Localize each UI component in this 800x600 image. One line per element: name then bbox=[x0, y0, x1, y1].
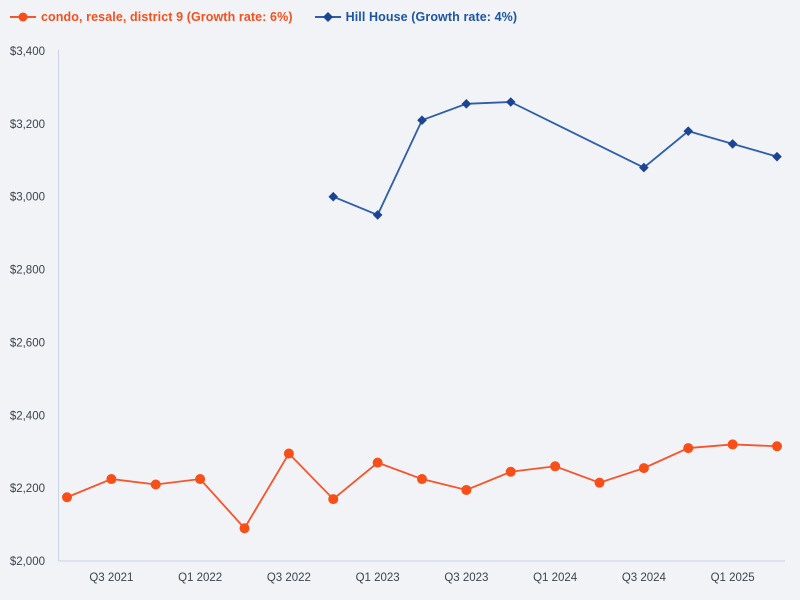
data-point-condo[interactable] bbox=[106, 474, 117, 485]
data-point-condo[interactable] bbox=[239, 523, 250, 534]
data-point-condo[interactable] bbox=[195, 474, 206, 485]
x-tick-label: Q3 2021 bbox=[89, 572, 133, 584]
data-point-condo[interactable] bbox=[461, 484, 472, 495]
x-tick-label: Q3 2022 bbox=[267, 572, 311, 584]
x-tick-label: Q1 2025 bbox=[711, 572, 755, 584]
x-tick-label: Q1 2023 bbox=[356, 572, 400, 584]
y-tick-label: $2,400 bbox=[10, 410, 45, 422]
data-point-hill-house[interactable] bbox=[372, 210, 383, 220]
data-point-condo[interactable] bbox=[150, 479, 161, 490]
data-point-condo[interactable] bbox=[372, 457, 383, 468]
legend-label-condo: condo, resale, district 9 (Growth rate: … bbox=[41, 10, 293, 24]
diamond-line-marker-icon bbox=[314, 12, 341, 22]
y-tick-label: $2,000 bbox=[10, 556, 45, 568]
data-point-condo[interactable] bbox=[772, 441, 782, 452]
data-point-condo[interactable] bbox=[62, 492, 72, 503]
data-point-hill-house[interactable] bbox=[461, 99, 472, 109]
data-point-condo[interactable] bbox=[727, 439, 738, 450]
legend-item-condo[interactable]: condo, resale, district 9 (Growth rate: … bbox=[10, 10, 293, 24]
data-point-hill-house[interactable] bbox=[772, 151, 782, 162]
legend-item-hill-house[interactable]: Hill House (Growth rate: 4%) bbox=[314, 10, 518, 24]
data-point-condo[interactable] bbox=[328, 494, 339, 505]
data-point-hill-house[interactable] bbox=[639, 162, 649, 173]
series-line-hill-house bbox=[332, 101, 778, 217]
y-tick-label: $2,600 bbox=[10, 337, 45, 349]
data-point-condo[interactable] bbox=[283, 448, 294, 459]
data-point-hill-house[interactable] bbox=[505, 97, 516, 107]
data-point-condo[interactable] bbox=[550, 461, 561, 472]
circle-line-marker-icon bbox=[10, 12, 36, 22]
data-point-hill-house[interactable] bbox=[683, 126, 694, 136]
data-point-condo[interactable] bbox=[683, 443, 694, 454]
legend: condo, resale, district 9 (Growth rate: … bbox=[10, 6, 517, 28]
y-tick-label: $3,200 bbox=[10, 119, 45, 131]
data-point-hill-house[interactable] bbox=[417, 115, 427, 126]
x-tick-label: Q3 2023 bbox=[444, 572, 488, 584]
y-tick-label: $3,000 bbox=[10, 192, 45, 204]
y-tick-label: $3,400 bbox=[10, 46, 45, 58]
x-tick-label: Q1 2022 bbox=[178, 572, 222, 584]
y-tick-label: $2,200 bbox=[10, 483, 45, 495]
data-point-hill-house[interactable] bbox=[328, 191, 339, 202]
data-point-hill-house[interactable] bbox=[727, 139, 738, 149]
y-tick-label: $2,800 bbox=[10, 265, 45, 277]
series-line-condo bbox=[66, 443, 778, 530]
data-point-condo[interactable] bbox=[505, 466, 516, 477]
legend-label-hill-house: Hill House (Growth rate: 4%) bbox=[345, 10, 518, 24]
data-point-condo[interactable] bbox=[638, 463, 649, 474]
data-point-condo[interactable] bbox=[594, 477, 605, 488]
x-tick-label: Q3 2024 bbox=[622, 572, 667, 584]
data-point-condo[interactable] bbox=[417, 474, 427, 485]
x-tick-label: Q1 2024 bbox=[533, 572, 578, 584]
